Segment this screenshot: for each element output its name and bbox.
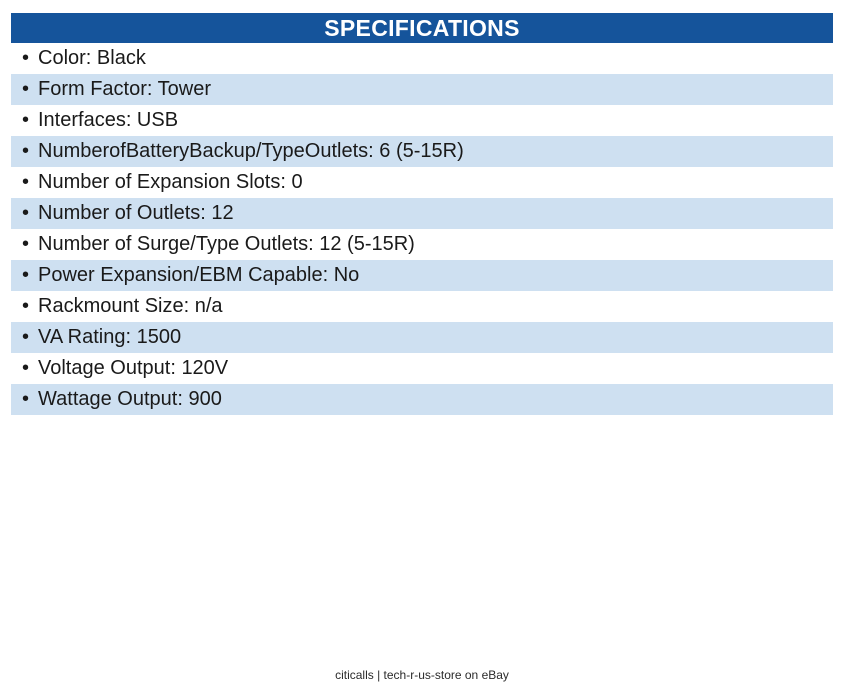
bullet-icon: •	[22, 295, 30, 317]
bullet-icon: •	[22, 233, 30, 255]
spec-row-text: Color: Black	[38, 47, 146, 69]
spec-row-va-rating: • VA Rating: 1500	[11, 322, 833, 353]
spec-row-text: Voltage Output: 120V	[38, 357, 229, 379]
spec-row-color: • Color: Black	[11, 43, 833, 74]
spec-row-interfaces: • Interfaces: USB	[11, 105, 833, 136]
spec-row-text: Interfaces: USB	[38, 109, 179, 131]
spec-row-text: Power Expansion/EBM Capable: No	[38, 264, 360, 286]
footer-credit-text: citicalls | tech-r-us-store on eBay	[335, 668, 509, 682]
bullet-icon: •	[22, 171, 30, 193]
spec-row-text: Rackmount Size: n/a	[38, 295, 223, 317]
spec-row-battery-backup-outlets: • NumberofBatteryBackup/TypeOutlets: 6 (…	[11, 136, 833, 167]
spec-row-text: NumberofBatteryBackup/TypeOutlets: 6 (5-…	[38, 140, 464, 162]
specifications-table: SPECIFICATIONS • Color: Black • Form Fac…	[11, 13, 833, 415]
spec-row-number-of-outlets: • Number of Outlets: 12	[11, 198, 833, 229]
spec-row-text: Form Factor: Tower	[38, 78, 211, 100]
spec-row-text: Wattage Output: 900	[38, 388, 222, 410]
spec-row-wattage-output: • Wattage Output: 900	[11, 384, 833, 415]
bullet-icon: •	[22, 264, 30, 286]
bullet-icon: •	[22, 326, 30, 348]
spec-row-surge-type-outlets: • Number of Surge/Type Outlets: 12 (5-15…	[11, 229, 833, 260]
spec-row-text: Number of Surge/Type Outlets: 12 (5-15R)	[38, 233, 415, 255]
specifications-rows: • Color: Black • Form Factor: Tower • In…	[11, 43, 833, 415]
bullet-icon: •	[22, 47, 30, 69]
specifications-header: SPECIFICATIONS	[11, 13, 833, 43]
spec-row-expansion-slots: • Number of Expansion Slots: 0	[11, 167, 833, 198]
bullet-icon: •	[22, 140, 30, 162]
bullet-icon: •	[22, 202, 30, 224]
bullet-icon: •	[22, 388, 30, 410]
bullet-icon: •	[22, 109, 30, 131]
spec-row-form-factor: • Form Factor: Tower	[11, 74, 833, 105]
spec-row-text: VA Rating: 1500	[38, 326, 182, 348]
spec-row-text: Number of Outlets: 12	[38, 202, 234, 224]
spec-row-text: Number of Expansion Slots: 0	[38, 171, 303, 193]
bullet-icon: •	[22, 357, 30, 379]
spec-row-voltage-output: • Voltage Output: 120V	[11, 353, 833, 384]
spec-row-rackmount-size: • Rackmount Size: n/a	[11, 291, 833, 322]
spec-row-power-expansion-ebm: • Power Expansion/EBM Capable: No	[11, 260, 833, 291]
bullet-icon: •	[22, 78, 30, 100]
